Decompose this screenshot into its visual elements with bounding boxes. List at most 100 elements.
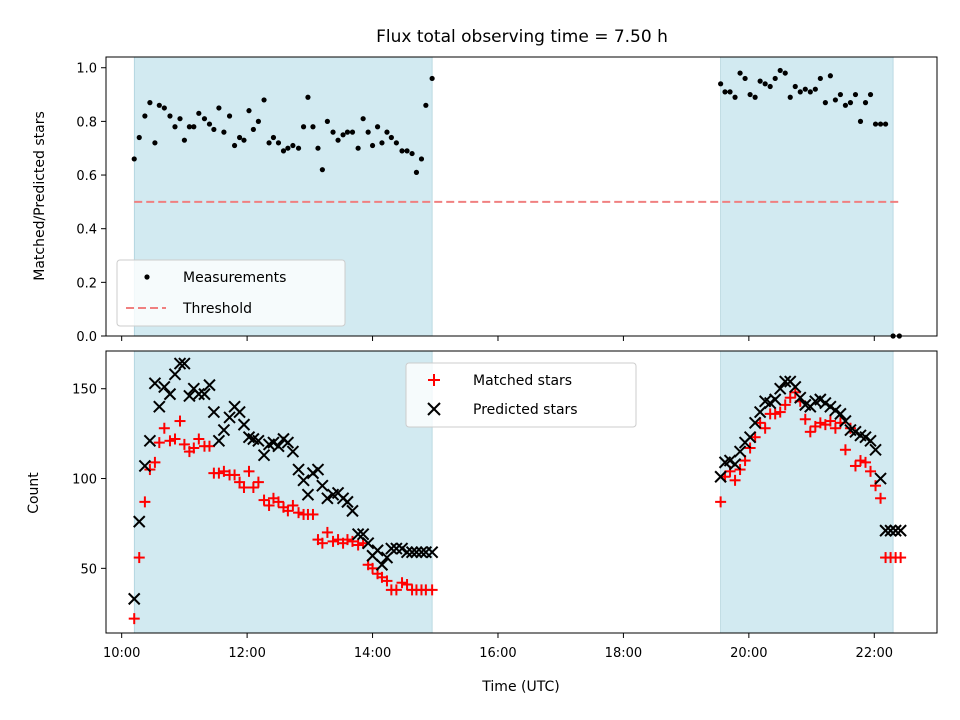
predicted-star-point bbox=[894, 524, 907, 537]
measurement-point bbox=[867, 91, 874, 98]
predicted-star-point bbox=[341, 495, 354, 509]
measurement-point bbox=[231, 142, 238, 149]
predicted-star-point bbox=[351, 528, 365, 541]
predicted-star-point bbox=[321, 492, 334, 505]
measurement-point bbox=[349, 129, 356, 135]
matched-star-point bbox=[238, 482, 250, 494]
measurement-point bbox=[300, 124, 307, 130]
measurement-point bbox=[847, 100, 854, 106]
measurement-point bbox=[787, 94, 793, 100]
measurement-point bbox=[727, 89, 733, 95]
measurement-point bbox=[374, 124, 381, 130]
predicted-star-point bbox=[281, 436, 295, 449]
predicted-star-point bbox=[212, 434, 226, 448]
predicted-star-point bbox=[301, 488, 315, 501]
measurement-point bbox=[393, 140, 399, 146]
matched-star-point bbox=[849, 460, 861, 472]
predicted-star-point bbox=[789, 380, 802, 394]
predicted-star-point bbox=[133, 515, 146, 528]
measurement-point bbox=[340, 132, 346, 138]
predicted-star-point bbox=[390, 542, 403, 555]
matched-star-point bbox=[895, 552, 907, 564]
matched-star-point bbox=[367, 562, 379, 574]
top-ytick-label: 0.6 bbox=[76, 169, 97, 184]
predicted-star-point bbox=[400, 545, 414, 559]
measurement-point bbox=[842, 102, 849, 108]
measurement-point bbox=[384, 129, 390, 135]
matched-star-point bbox=[243, 465, 255, 477]
predicted-star-point bbox=[889, 524, 902, 537]
bottom-xtick-label: 16:00 bbox=[479, 646, 516, 661]
predicted-star-point bbox=[753, 405, 767, 419]
matched-star-point bbox=[128, 613, 140, 625]
measurement-point bbox=[246, 108, 252, 114]
predicted-star-point bbox=[743, 431, 757, 444]
matched-star-point bbox=[390, 584, 402, 596]
predicted-star-point bbox=[864, 434, 877, 448]
measurement-point bbox=[236, 134, 243, 141]
predicted-star-point bbox=[286, 445, 300, 458]
matched-star-point bbox=[133, 552, 145, 564]
predicted-star-point bbox=[380, 551, 394, 564]
predicted-star-point bbox=[153, 400, 166, 413]
matched-star-point bbox=[865, 465, 877, 477]
measurement-point bbox=[335, 137, 341, 143]
matched-star-point bbox=[759, 422, 771, 434]
matched-star-point bbox=[860, 456, 872, 468]
matched-star-point bbox=[158, 422, 170, 434]
chart-title: Flux total observing time = 7.50 h bbox=[376, 27, 668, 47]
predicted-star-point bbox=[714, 470, 727, 483]
measurement-point bbox=[413, 169, 420, 175]
matched-star-point bbox=[258, 494, 270, 506]
matched-star-point bbox=[814, 417, 826, 429]
predicted-star-point bbox=[183, 389, 196, 403]
top-panel: 0.0 0.2 0.4 0.6 0.8 1.0 Matched/Predicted sta… bbox=[32, 56, 938, 345]
measurement-point bbox=[241, 137, 247, 143]
measurement-point bbox=[812, 86, 818, 92]
measurement-point bbox=[737, 70, 743, 76]
measurement-point bbox=[136, 134, 142, 141]
predicted-star-point bbox=[839, 414, 852, 428]
predicted-star-point bbox=[207, 405, 221, 419]
predicted-star-point bbox=[361, 536, 375, 550]
matched-star-point bbox=[252, 476, 264, 488]
matched-star-point bbox=[396, 577, 408, 589]
measurement-point bbox=[290, 142, 296, 149]
matched-star-point bbox=[263, 499, 275, 511]
matched-star-point bbox=[854, 455, 866, 467]
measurement-point bbox=[388, 134, 394, 141]
bottom-xtick-label: 10:00 bbox=[103, 646, 140, 661]
predicted-star-point bbox=[233, 405, 246, 419]
measurement-point bbox=[226, 113, 233, 119]
measurement-point bbox=[409, 150, 415, 157]
legend-measurements-label: Measurements bbox=[183, 270, 286, 286]
predicted-star-point bbox=[779, 375, 792, 388]
measurement-point bbox=[852, 91, 859, 98]
measurement-point bbox=[807, 89, 813, 95]
matched-star-point bbox=[287, 499, 299, 511]
predicted-star-point bbox=[272, 439, 285, 453]
matched-star-point bbox=[153, 437, 165, 449]
matched-star-point bbox=[799, 413, 811, 425]
predicted-star-point bbox=[794, 391, 807, 404]
predicted-star-point bbox=[311, 463, 325, 476]
predicted-star-point bbox=[163, 387, 177, 401]
predicted-star-point bbox=[874, 472, 887, 485]
matched-star-point bbox=[327, 535, 339, 547]
top-ylabel: Matched/Predicted stars bbox=[32, 111, 48, 281]
predicted-star-point bbox=[217, 423, 231, 437]
measurement-point bbox=[792, 83, 798, 90]
predicted-star-point bbox=[884, 524, 897, 537]
measurement-point bbox=[324, 118, 330, 124]
predicted-star-point bbox=[158, 380, 171, 394]
predicted-star-point bbox=[410, 545, 423, 559]
measurement-point bbox=[250, 126, 256, 133]
measurement-point bbox=[777, 67, 783, 74]
matched-star-point bbox=[193, 433, 205, 445]
predicted-star-point bbox=[415, 545, 428, 559]
top-ytick-label: 0.8 bbox=[76, 115, 97, 130]
bottom-xtick-label: 22:00 bbox=[856, 646, 893, 661]
matched-star-point bbox=[149, 456, 161, 468]
matched-star-point bbox=[247, 482, 259, 494]
matched-star-point bbox=[870, 480, 882, 492]
